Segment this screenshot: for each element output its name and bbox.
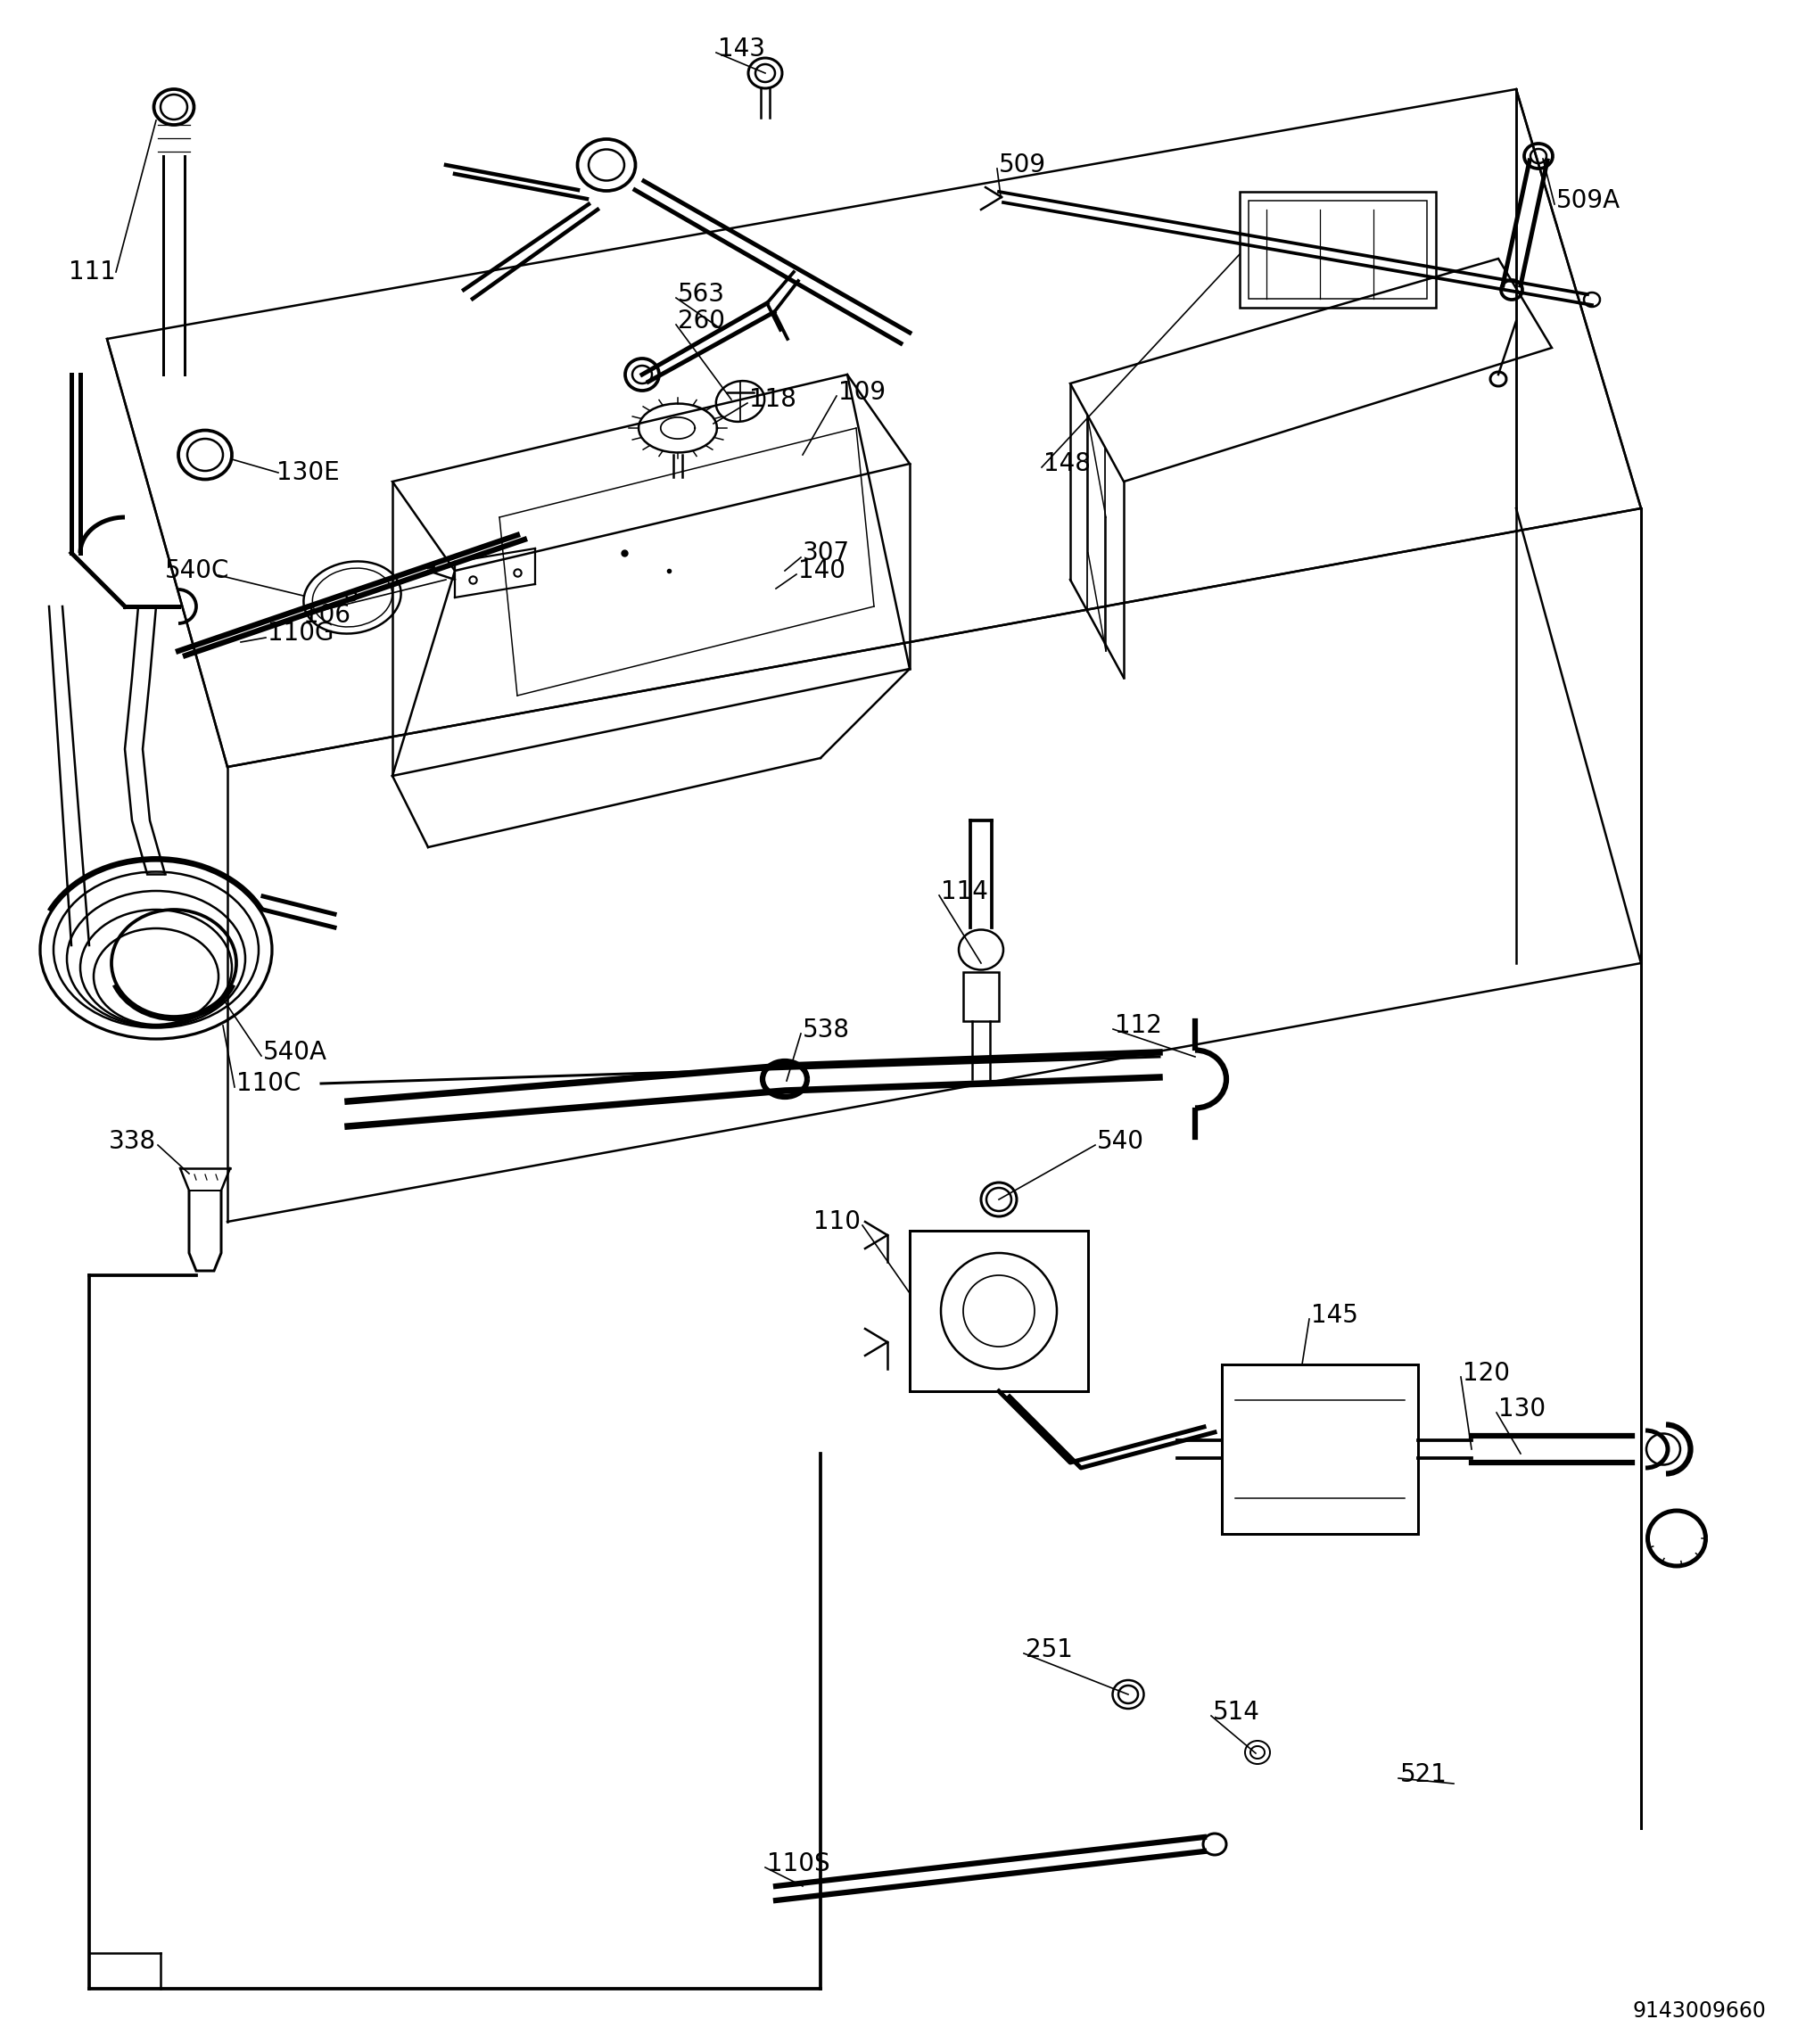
Text: 112: 112 [1114,1014,1161,1038]
Text: 509: 509 [999,153,1046,178]
Text: 109: 109 [838,380,885,405]
Text: 251: 251 [1026,1637,1073,1662]
Text: 338: 338 [108,1128,155,1155]
Text: 514: 514 [1214,1701,1261,1725]
Text: 140: 140 [798,558,845,583]
Text: 538: 538 [802,1018,851,1042]
Text: 110S: 110S [768,1852,831,1876]
Text: 110G: 110G [267,621,334,646]
Text: 260: 260 [677,309,724,333]
Text: 114: 114 [941,879,988,903]
Text: 110: 110 [813,1210,861,1235]
Text: 111: 111 [69,260,116,284]
Text: 148: 148 [1044,452,1091,476]
Text: 540A: 540A [264,1040,327,1065]
Text: 143: 143 [719,37,766,61]
Text: 110C: 110C [237,1071,302,1096]
Text: 145: 145 [1311,1302,1358,1329]
Text: 540: 540 [1096,1128,1145,1155]
Text: 307: 307 [802,540,851,566]
Text: 9143009660: 9143009660 [1633,2001,1766,2022]
Text: 509A: 509A [1557,188,1620,213]
Text: 540C: 540C [164,558,229,583]
Text: 130E: 130E [276,460,340,484]
Text: 120: 120 [1463,1361,1510,1386]
Text: 106: 106 [303,603,350,628]
Text: 563: 563 [677,282,724,307]
Text: 118: 118 [749,386,796,413]
Text: 130: 130 [1499,1396,1546,1421]
Text: 521: 521 [1400,1762,1447,1786]
